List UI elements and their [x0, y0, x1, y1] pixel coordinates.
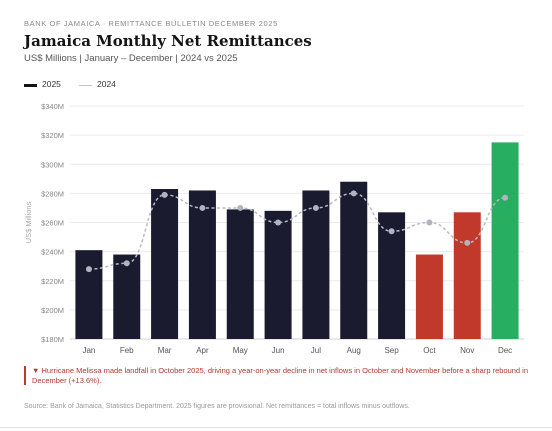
x-tick-label: Feb: [120, 346, 134, 355]
y-tick-label: $180M: [41, 335, 64, 344]
x-tick-label: Jul: [311, 346, 321, 355]
x-tick-label: Apr: [196, 346, 209, 355]
point-2024-dec: [502, 194, 509, 201]
x-tick-label: Jan: [82, 346, 95, 355]
point-2024-jan: [85, 266, 92, 273]
y-tick-label: $300M: [41, 160, 64, 169]
source-note: Source: Bank of Jamaica, Statistics Depa…: [24, 403, 410, 410]
y-tick-label: $340M: [41, 102, 64, 111]
bar-aug: [340, 181, 368, 339]
x-tick-label: Sep: [384, 346, 399, 355]
y-tick-label: $260M: [41, 219, 64, 228]
bar-dec: [491, 142, 519, 339]
legend-label-2025: 2025: [42, 79, 61, 89]
bar-oct: [415, 254, 443, 339]
y-tick-label: $220M: [41, 277, 64, 286]
x-tick-label: May: [233, 346, 248, 355]
x-tick-label: Aug: [347, 346, 361, 355]
legend-swatch-2024: [79, 84, 92, 86]
point-2024-nov: [464, 239, 471, 246]
y-tick-label: $320M: [41, 131, 64, 140]
bar-jun: [264, 210, 292, 339]
bar-nov: [453, 212, 481, 339]
legend-label-2024: 2024: [97, 79, 116, 89]
point-2024-may: [237, 204, 244, 211]
bar-may: [226, 209, 254, 339]
x-tick-label: Dec: [498, 346, 512, 355]
bar-apr: [188, 190, 216, 339]
point-2024-aug: [350, 190, 357, 197]
chart-title: Jamaica Monthly Net Remittances: [24, 32, 312, 50]
chart-subtitle: US$ Millions | January – December | 2024…: [24, 53, 238, 64]
x-tick-label: Mar: [158, 346, 172, 355]
y-tick-label: $240M: [41, 248, 64, 257]
x-tick-label: Oct: [423, 346, 436, 355]
x-tick-label: Jun: [272, 346, 285, 355]
point-2024-apr: [199, 204, 206, 211]
y-tick-label: $280M: [41, 189, 64, 198]
y-tick-label: $200M: [41, 306, 64, 315]
point-2024-jun: [275, 219, 282, 226]
annotation-note: ▼ Hurricane Melissa made landfall in Oct…: [24, 366, 532, 385]
bottom-divider: [0, 427, 552, 428]
line-2024: [88, 192, 506, 270]
legend-swatch-2025: [24, 84, 37, 87]
bar-jan: [75, 250, 103, 339]
bar-mar: [151, 189, 179, 339]
kicker: BANK OF JAMAICA · REMITTANCE BULLETIN DE…: [24, 19, 278, 28]
point-2024-sep: [388, 228, 395, 235]
x-tick-label: Nov: [460, 346, 474, 355]
point-2024-oct: [426, 219, 433, 226]
bar-feb: [113, 254, 141, 339]
y-axis-title: US$ Millions: [24, 201, 33, 243]
point-2024-jul: [312, 204, 319, 211]
bar-jul: [302, 190, 330, 339]
point-2024-mar: [161, 191, 168, 198]
chart-plot: $180M $200M $220M $240M $260M $280M $300M $320M…: [24, 102, 524, 355]
point-2024-feb: [123, 260, 130, 267]
